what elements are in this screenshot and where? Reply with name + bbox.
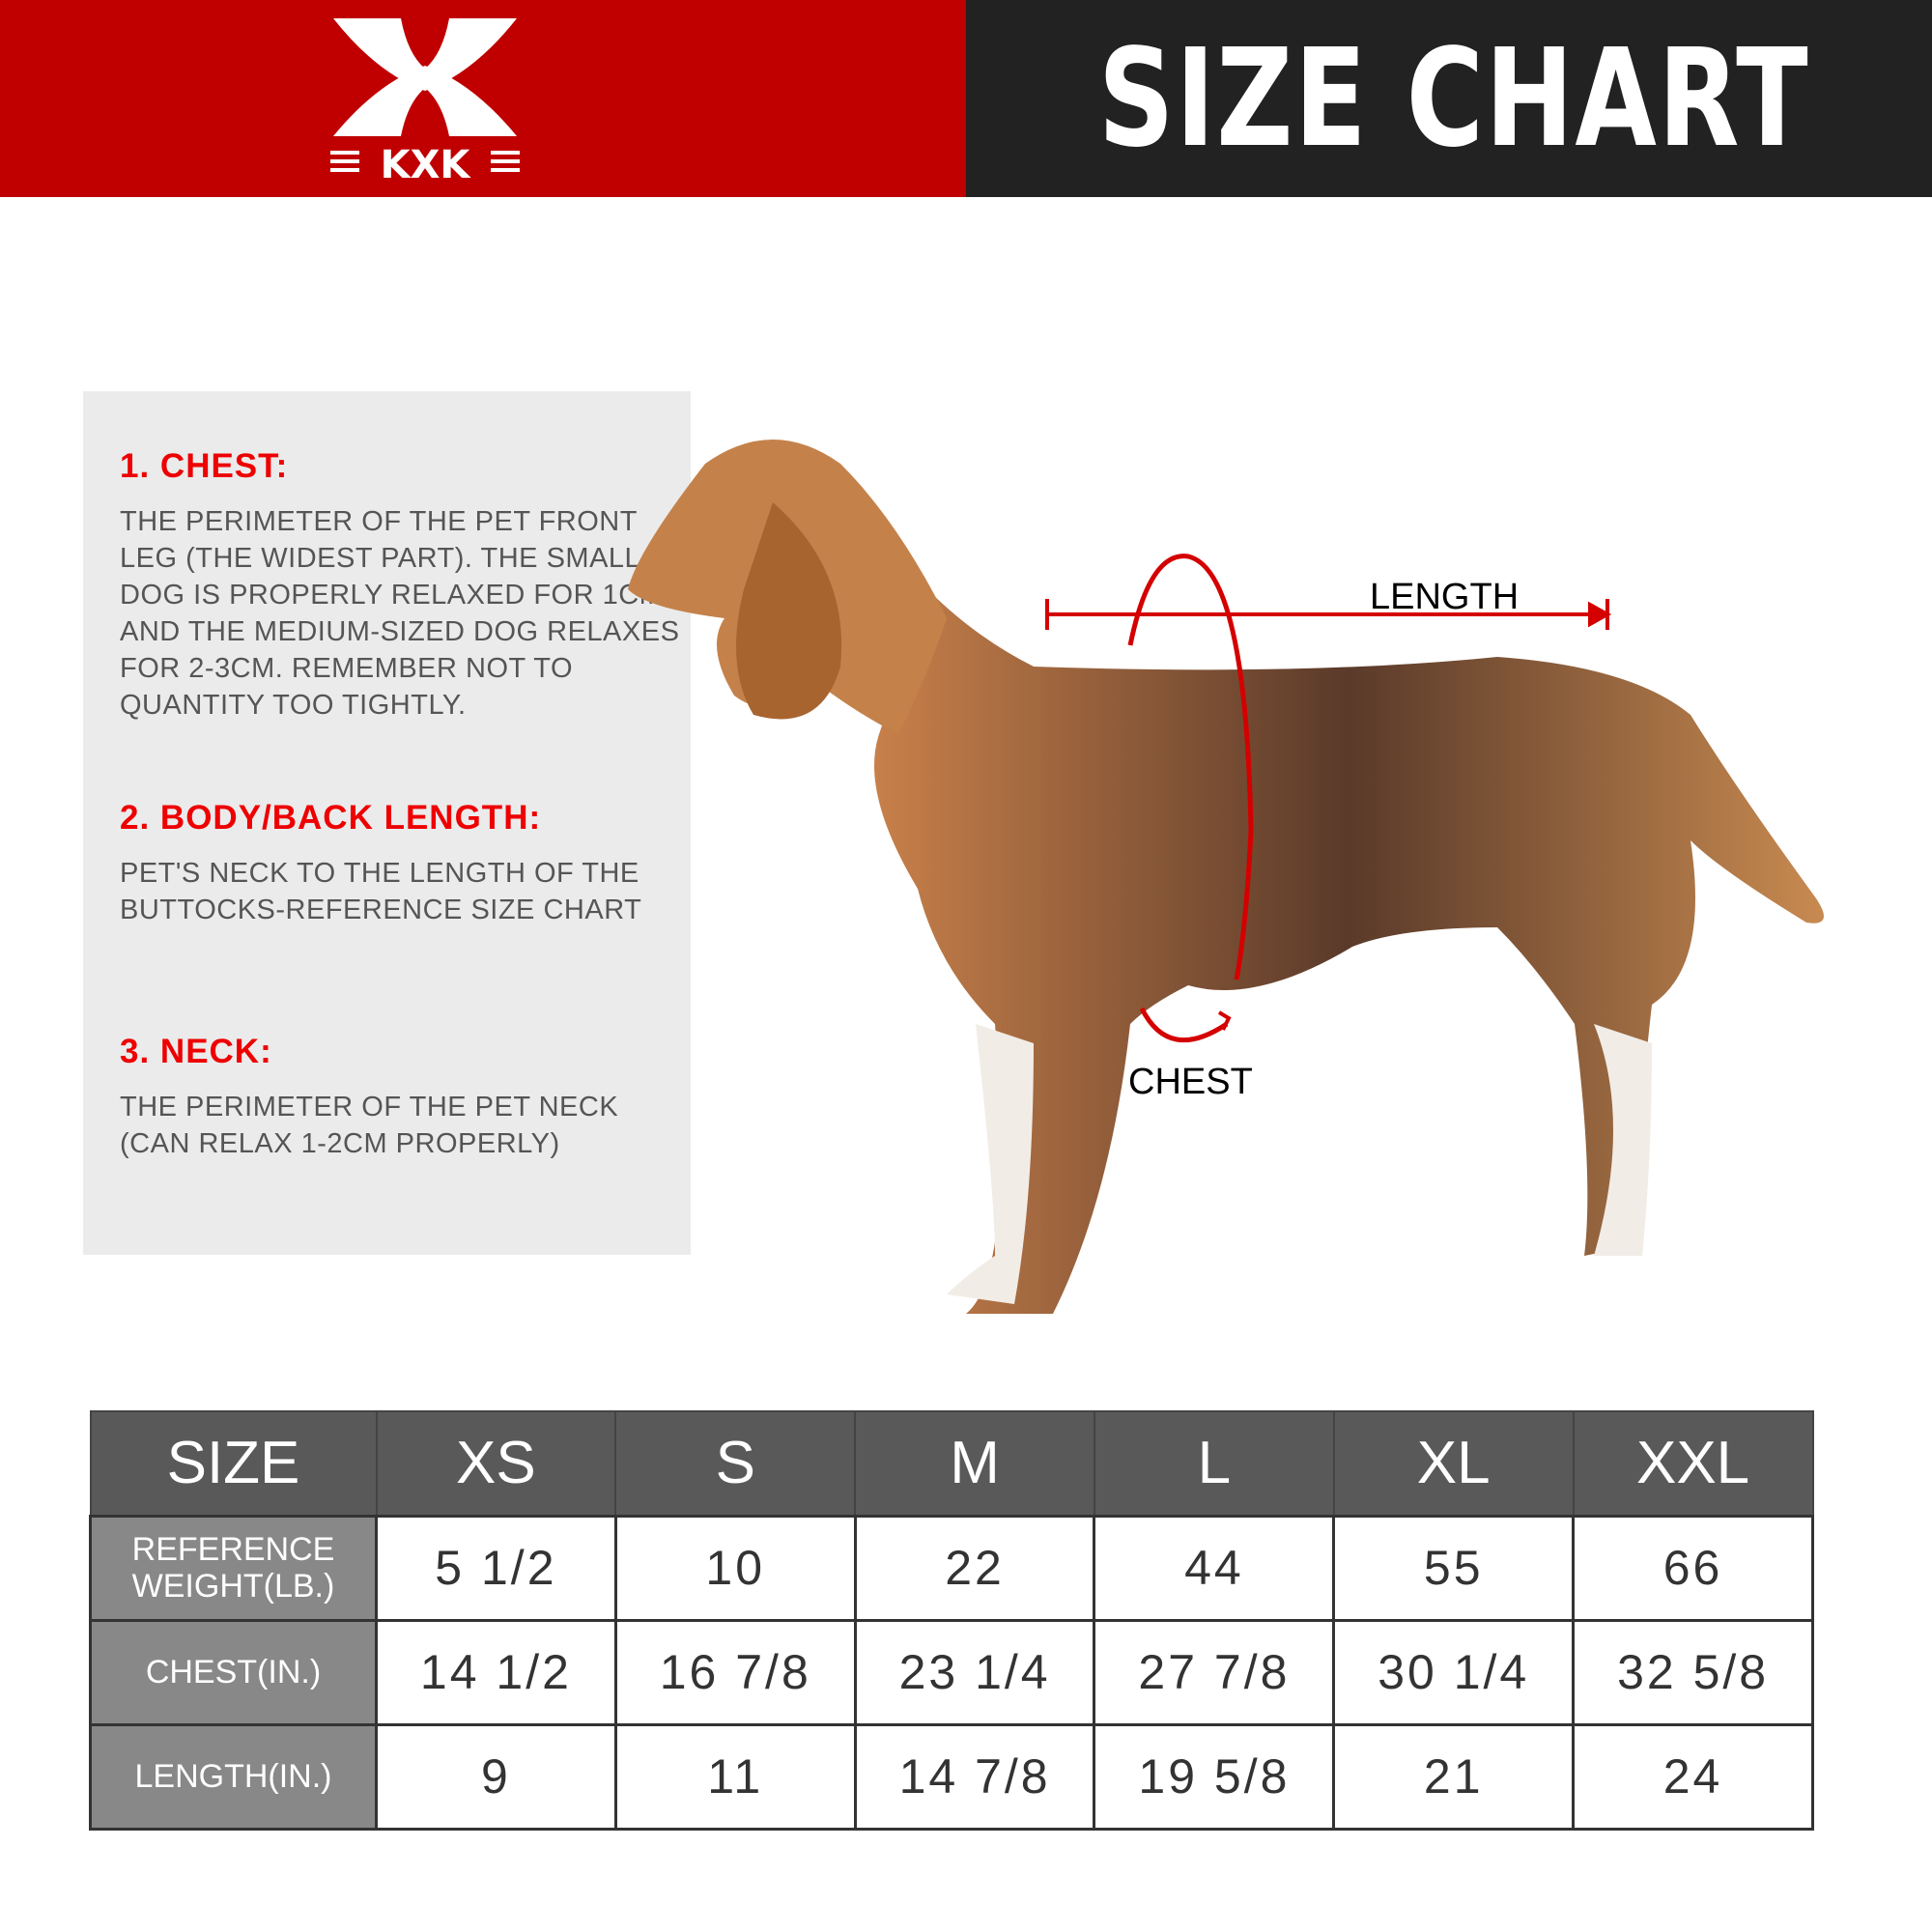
row-label: CHEST(IN.) (89, 1618, 378, 1726)
header-l: L (1093, 1410, 1335, 1517)
svg-text:KXK: KXK (381, 143, 472, 182)
header-m: M (854, 1410, 1095, 1517)
table-cell: 21 (1332, 1722, 1576, 1831)
table-header-row: SIZE XS S M L XL XXL (89, 1410, 1814, 1517)
table-cell: 44 (1093, 1514, 1336, 1622)
table-row: REFERENCE WEIGHT(LB.) 5 1/2 10 22 44 55 66 (89, 1514, 1814, 1622)
length-heading: 2. BODY/BACK LENGTH: (120, 799, 542, 837)
table-row: CHEST(IN.) 14 1/2 16 7/8 23 1/4 27 7/8 30 1/4… (89, 1618, 1814, 1726)
table-cell: 24 (1572, 1722, 1814, 1831)
table-cell: 10 (613, 1514, 857, 1622)
header-xl: XL (1332, 1410, 1575, 1517)
row-label: LENGTH(IN.) (89, 1722, 378, 1831)
page-title: SIZE CHART (1097, 19, 1810, 178)
header-size: SIZE (89, 1410, 378, 1517)
row-label: REFERENCE WEIGHT(LB.) (89, 1514, 378, 1622)
size-table: SIZE XS S M L XL XXL REFERENCE WEIGHT(LB… (89, 1410, 1814, 1831)
table-cell: 23 1/4 (853, 1618, 1096, 1726)
chest-label: CHEST (1128, 1062, 1253, 1102)
length-label: LENGTH (1370, 577, 1519, 617)
chest-loop (1127, 554, 1254, 1043)
table-cell: 11 (613, 1722, 857, 1831)
table-cell: 22 (853, 1514, 1096, 1622)
chest-description: THE PERIMETER OF THE PET FRONT LEG (THE … (120, 506, 680, 721)
table-cell: 14 1/2 (375, 1618, 617, 1726)
header-title-area: SIZE CHART (966, 0, 1932, 197)
dog-diagram: LENGTH CHEST (628, 440, 1824, 1314)
dog-illustration (628, 440, 1824, 1314)
table-cell: 9 (375, 1722, 617, 1831)
table-cell: 19 5/8 (1093, 1722, 1336, 1831)
table-cell: 55 (1332, 1514, 1576, 1622)
header-brand-area: KXK (0, 0, 966, 197)
length-arrow (1045, 599, 1612, 630)
header-xs: XS (375, 1410, 617, 1517)
header-s: S (614, 1410, 857, 1517)
table-row: LENGTH(IN.) 9 11 14 7/8 19 5/8 21 24 (89, 1722, 1814, 1831)
kxk-logo: KXK (330, 18, 520, 182)
header-xxl: XXL (1572, 1410, 1814, 1517)
length-description: PET'S NECK TO THE LENGTH OF THE BUTTOCKS… (120, 858, 642, 925)
neck-description: THE PERIMETER OF THE PET NECK (CAN RELAX… (120, 1092, 619, 1159)
table-cell: 14 7/8 (853, 1722, 1096, 1831)
chest-heading: 1. CHEST: (120, 447, 289, 485)
table-cell: 30 1/4 (1332, 1618, 1576, 1726)
table-cell: 66 (1572, 1514, 1814, 1622)
neck-heading: 3. NECK: (120, 1033, 272, 1070)
table-cell: 5 1/2 (375, 1514, 617, 1622)
table-cell: 32 5/8 (1572, 1618, 1814, 1726)
table-cell: 27 7/8 (1093, 1618, 1336, 1726)
table-cell: 16 7/8 (613, 1618, 857, 1726)
measurement-info-panel: 1. CHEST: THE PERIMETER OF THE PET FRONT… (83, 391, 691, 1255)
